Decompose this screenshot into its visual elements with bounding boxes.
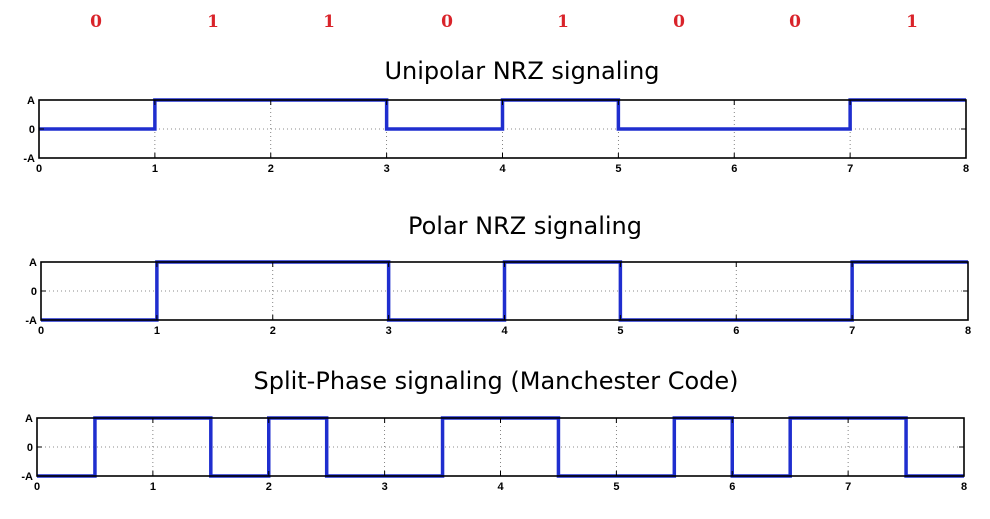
y-tick-label: -A (23, 153, 35, 165)
x-tick-label: 8 (961, 481, 967, 493)
x-tick-label: 0 (34, 481, 40, 493)
bit-label: 0 (441, 12, 453, 32)
y-tick-label: -A (25, 315, 37, 327)
bit-sequence-row: 0 1 1 0 1 0 0 1 (90, 12, 918, 32)
x-tick-label: 5 (613, 481, 619, 493)
y-tick-label: A (27, 95, 35, 107)
x-tick-label: 1 (150, 481, 156, 493)
x-tick-label: 2 (270, 325, 276, 337)
bit-label: 1 (323, 12, 335, 32)
x-tick-label: 5 (615, 163, 621, 175)
plot-title: Split-Phase signaling (Manchester Code) (253, 367, 738, 395)
y-tick-label: A (25, 413, 33, 425)
plot-title: Polar NRZ signaling (408, 212, 642, 240)
x-tick-label: 7 (849, 325, 855, 337)
x-tick-label: 1 (154, 325, 160, 337)
x-tick-label: 6 (731, 163, 737, 175)
bit-label: 1 (207, 12, 219, 32)
x-tick-label: 7 (847, 163, 853, 175)
signal-waveform (41, 260, 968, 322)
x-tick-label: 7 (845, 481, 851, 493)
x-tick-label: 0 (38, 325, 44, 337)
plot-title: Unipolar NRZ signaling (384, 57, 659, 85)
x-tick-label: 8 (965, 325, 971, 337)
x-tick-label: 3 (386, 325, 392, 337)
y-tick-label: 0 (31, 286, 37, 298)
x-tick-label: 8 (963, 163, 969, 175)
x-tick-label: 6 (729, 481, 735, 493)
y-tick-label: -A (21, 471, 33, 483)
x-tick-label: 5 (617, 325, 623, 337)
bit-label: 1 (906, 12, 918, 32)
y-tick-label: 0 (29, 124, 35, 136)
bit-label: 1 (557, 12, 569, 32)
bit-label: 0 (90, 12, 102, 32)
y-tick-label: A (29, 257, 37, 269)
x-tick-label: 2 (268, 163, 274, 175)
x-tick-label: 3 (382, 481, 388, 493)
x-tick-label: 4 (497, 481, 504, 493)
y-tick-label: 0 (27, 442, 33, 454)
x-tick-label: 2 (266, 481, 272, 493)
x-tick-label: 1 (152, 163, 158, 175)
bit-label: 0 (789, 12, 801, 32)
bit-label: 0 (673, 12, 685, 32)
x-tick-label: 3 (384, 163, 390, 175)
x-tick-label: 0 (36, 163, 42, 175)
x-tick-label: 6 (733, 325, 739, 337)
x-tick-label: 4 (499, 163, 506, 175)
x-tick-label: 4 (501, 325, 508, 337)
plot-3: Split-Phase signaling (Manchester Code) 0… (21, 367, 967, 493)
